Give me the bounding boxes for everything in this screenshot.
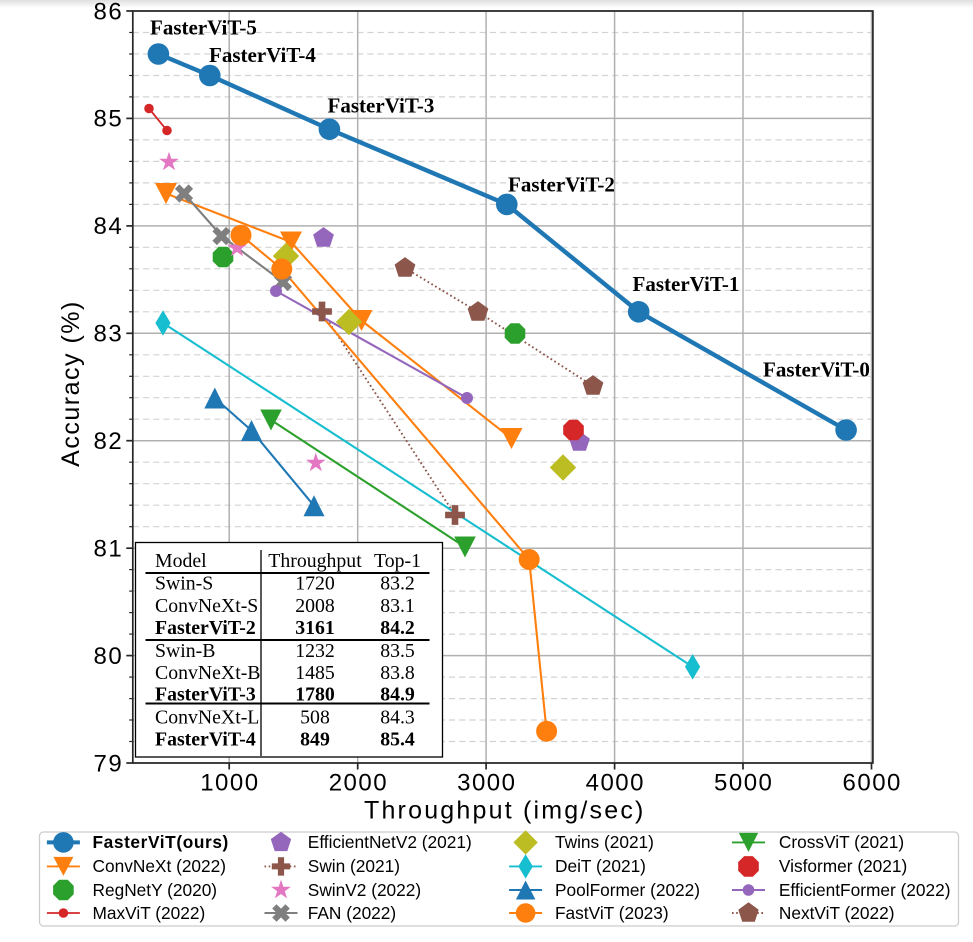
svg-text:82: 82 xyxy=(93,428,123,455)
svg-text:Model: Model xyxy=(155,550,207,572)
svg-text:Throughput: Throughput xyxy=(268,550,362,572)
svg-text:FasterViT-3: FasterViT-3 xyxy=(328,94,435,118)
svg-text:Throughput (img/sec): Throughput (img/sec) xyxy=(364,797,646,825)
svg-text:Swin-B: Swin-B xyxy=(155,640,215,662)
svg-text:2000: 2000 xyxy=(329,770,388,797)
svg-text:MaxViT (2022): MaxViT (2022) xyxy=(93,903,206,923)
svg-text:ConvNeXt-B: ConvNeXt-B xyxy=(155,662,261,684)
svg-text:EfficientFormer (2022): EfficientFormer (2022) xyxy=(779,880,951,900)
svg-text:85.4: 85.4 xyxy=(380,729,415,751)
svg-text:849: 849 xyxy=(300,729,330,751)
svg-text:Visformer (2021): Visformer (2021) xyxy=(779,856,907,876)
svg-text:3000: 3000 xyxy=(457,770,516,797)
svg-text:6000: 6000 xyxy=(843,770,902,797)
svg-text:FasterViT-2: FasterViT-2 xyxy=(155,617,256,639)
svg-text:1485: 1485 xyxy=(295,662,335,684)
svg-text:FasterViT(ours): FasterViT(ours) xyxy=(93,832,229,852)
svg-text:84.2: 84.2 xyxy=(380,617,415,639)
svg-text:83.5: 83.5 xyxy=(380,640,415,662)
svg-text:FasterViT-5: FasterViT-5 xyxy=(150,16,257,40)
svg-text:84: 84 xyxy=(93,213,123,240)
svg-text:1232: 1232 xyxy=(295,640,335,662)
svg-text:1000: 1000 xyxy=(200,770,259,797)
svg-text:2008: 2008 xyxy=(295,595,335,617)
svg-text:FasterViT-3: FasterViT-3 xyxy=(155,684,256,706)
svg-text:FAN (2022): FAN (2022) xyxy=(308,903,396,923)
svg-text:DeiT (2021): DeiT (2021) xyxy=(555,856,646,876)
svg-text:84.3: 84.3 xyxy=(380,706,415,728)
svg-text:84.9: 84.9 xyxy=(380,684,415,706)
svg-text:ConvNeXt-L: ConvNeXt-L xyxy=(155,706,259,728)
svg-text:85: 85 xyxy=(93,106,123,133)
svg-text:Swin (2021): Swin (2021) xyxy=(308,856,400,876)
svg-text:83.1: 83.1 xyxy=(380,595,415,617)
svg-text:NextViT (2022): NextViT (2022) xyxy=(779,903,895,923)
svg-text:Swin-S: Swin-S xyxy=(155,573,213,595)
svg-text:83.2: 83.2 xyxy=(380,573,415,595)
svg-text:86: 86 xyxy=(93,0,123,25)
svg-text:ConvNeXt (2022): ConvNeXt (2022) xyxy=(93,856,227,876)
svg-text:EfficientNetV2 (2021): EfficientNetV2 (2021) xyxy=(308,832,472,852)
svg-text:80: 80 xyxy=(93,643,123,670)
svg-text:ConvNeXt-S: ConvNeXt-S xyxy=(155,595,258,617)
svg-text:FasterViT-1: FasterViT-1 xyxy=(633,272,740,296)
svg-text:Twins (2021): Twins (2021) xyxy=(555,832,654,852)
svg-text:FasterViT-4: FasterViT-4 xyxy=(209,43,316,67)
svg-text:4000: 4000 xyxy=(586,770,645,797)
svg-text:83.8: 83.8 xyxy=(380,662,415,684)
svg-text:5000: 5000 xyxy=(714,770,773,797)
svg-text:CrossViT (2021): CrossViT (2021) xyxy=(779,832,904,852)
svg-text:81: 81 xyxy=(93,536,123,563)
svg-text:FasterViT-2: FasterViT-2 xyxy=(508,173,615,197)
svg-text:FastViT (2023): FastViT (2023) xyxy=(555,903,669,923)
svg-text:FasterViT-4: FasterViT-4 xyxy=(155,729,256,751)
svg-text:1720: 1720 xyxy=(295,573,335,595)
svg-text:79: 79 xyxy=(93,750,123,777)
svg-text:FasterViT-0: FasterViT-0 xyxy=(763,358,870,382)
svg-text:PoolFormer (2022): PoolFormer (2022) xyxy=(555,880,700,900)
svg-text:83: 83 xyxy=(93,321,123,348)
svg-text:RegNetY (2020): RegNetY (2020) xyxy=(93,880,218,900)
svg-text:SwinV2 (2022): SwinV2 (2022) xyxy=(308,880,421,900)
svg-text:Accuracy (%): Accuracy (%) xyxy=(57,300,85,467)
svg-text:Top-1: Top-1 xyxy=(374,550,421,572)
svg-text:1780: 1780 xyxy=(295,684,335,706)
svg-text:508: 508 xyxy=(300,706,330,728)
svg-text:3161: 3161 xyxy=(295,617,335,639)
